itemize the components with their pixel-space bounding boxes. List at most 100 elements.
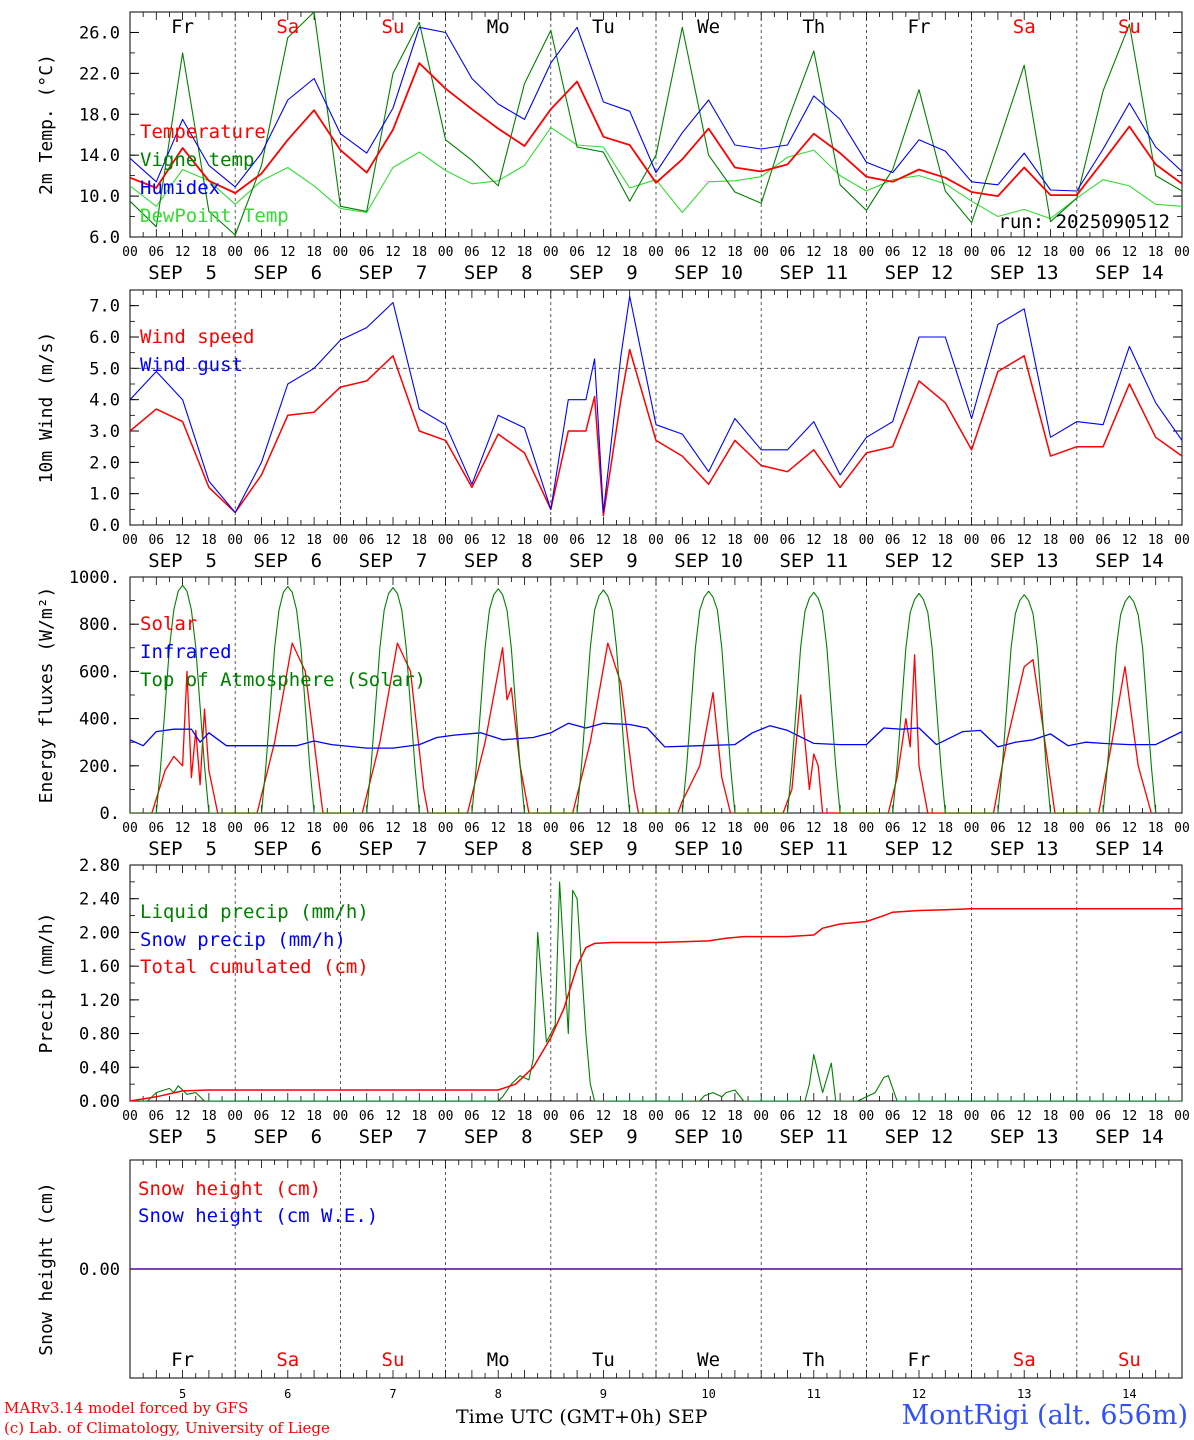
series-line-wind-speed xyxy=(130,348,1182,517)
date-tick-label: SEP 6 xyxy=(253,838,322,860)
hour-tick-label: 06 xyxy=(254,821,270,836)
series-line-total-cumulated-cm- xyxy=(130,908,1182,1101)
hour-tick-label: 06 xyxy=(990,245,1006,260)
date-tick-label: SEP 10 xyxy=(674,550,743,572)
date-tick-label: SEP 8 xyxy=(464,262,533,284)
hour-tick-label: 12 xyxy=(596,245,612,260)
y-tick-label: 1.0 xyxy=(89,485,120,505)
date-tick-label: SEP 10 xyxy=(674,1126,743,1148)
hour-tick-label: 00 xyxy=(859,821,875,836)
hour-tick-label: 12 xyxy=(701,821,717,836)
legend-entry: Snow height (cm W.E.) xyxy=(138,1205,378,1227)
hour-tick-label: 00 xyxy=(859,245,875,260)
hour-tick-label: 00 xyxy=(753,245,769,260)
date-tick-label: SEP 8 xyxy=(464,1126,533,1148)
day-number-label: 8 xyxy=(495,1387,502,1401)
hour-tick-label: 12 xyxy=(175,533,191,548)
panel-snow: 0.00 Snow height (cm) Snow height (cm) Snow… xyxy=(36,1159,1183,1379)
hour-tick-label: 18 xyxy=(937,533,953,548)
day-label-top: Su xyxy=(382,16,405,38)
y-tick-label: 200. xyxy=(79,757,120,777)
y-tick-label: 2.00 xyxy=(79,923,120,943)
hour-tick-label: 18 xyxy=(622,821,638,836)
y-tick-label: 6.0 xyxy=(89,228,120,248)
legend-entry: Solar xyxy=(140,613,197,635)
hour-tick-label: 12 xyxy=(1122,821,1138,836)
y-tick-label: 800. xyxy=(79,615,120,635)
hour-tick-label: 00 xyxy=(648,245,664,260)
hour-tick-label: 12 xyxy=(596,821,612,836)
hour-tick-label: 12 xyxy=(280,821,296,836)
hour-tick-label: 06 xyxy=(780,533,796,548)
date-tick-label: SEP 12 xyxy=(885,838,954,860)
legend-entry: Liquid precip (mm/h) xyxy=(140,901,369,923)
hour-tick-label: 06 xyxy=(780,1109,796,1124)
hour-tick-label: 00 xyxy=(753,1109,769,1124)
hour-tick-label: 12 xyxy=(490,1109,506,1124)
y-tick-label: 0. xyxy=(100,804,120,824)
series-line-dewpoint-temp xyxy=(130,127,1182,220)
hour-tick-label: 00 xyxy=(543,1109,559,1124)
y-axis-label: 2m Temp. (°C) xyxy=(36,54,57,195)
date-tick-label: SEP 12 xyxy=(885,262,954,284)
hour-tick-label: 00 xyxy=(333,1109,349,1124)
date-tick-label: SEP 7 xyxy=(359,262,428,284)
date-tick-label: SEP 11 xyxy=(779,262,848,284)
day-number-label: 14 xyxy=(1122,1387,1136,1401)
hour-tick-label: 18 xyxy=(832,821,848,836)
hour-tick-label: 18 xyxy=(937,821,953,836)
y-tick-label: 18.0 xyxy=(79,105,120,125)
hour-tick-label: 18 xyxy=(937,245,953,260)
hour-tick-label: 06 xyxy=(885,245,901,260)
hour-tick-label: 00 xyxy=(122,245,138,260)
hour-tick-label: 18 xyxy=(622,533,638,548)
hour-tick-label: 06 xyxy=(569,821,585,836)
hour-tick-label: 06 xyxy=(254,1109,270,1124)
legend-entry: Infrared xyxy=(140,641,232,663)
hour-tick-label: 12 xyxy=(1016,1109,1032,1124)
date-tick-label: SEP 7 xyxy=(359,1126,428,1148)
hour-tick-label: 12 xyxy=(490,245,506,260)
panel-energy: 00 06 12 18 00 06 12 18 00 06 12 18 00 06 12 18 00 06 12 18… xyxy=(36,568,1190,860)
hour-tick-label: 00 xyxy=(1174,533,1190,548)
day-label-top: Th xyxy=(802,16,825,38)
hour-tick-label: 00 xyxy=(333,533,349,548)
date-tick-label: SEP 8 xyxy=(464,838,533,860)
hour-tick-label: 00 xyxy=(1069,245,1085,260)
hour-tick-label: 00 xyxy=(543,533,559,548)
hour-tick-label: 00 xyxy=(1174,1109,1190,1124)
day-number-label: 13 xyxy=(1017,1387,1031,1401)
hour-tick-label: 06 xyxy=(254,533,270,548)
series-line-vigne-temp xyxy=(130,12,1182,236)
legend-entry: Snow precip (mm/h) xyxy=(140,929,346,951)
date-tick-label: SEP 14 xyxy=(1095,262,1164,284)
model-credit: MARv3.14 model forced by GFS xyxy=(4,1399,249,1417)
hour-tick-label: 00 xyxy=(227,533,243,548)
y-tick-label: 0.40 xyxy=(79,1058,120,1078)
hour-tick-label: 06 xyxy=(569,245,585,260)
hour-tick-label: 00 xyxy=(1069,821,1085,836)
hour-tick-label: 06 xyxy=(148,245,164,260)
hour-tick-label: 18 xyxy=(832,245,848,260)
hour-tick-label: 18 xyxy=(306,821,322,836)
hour-tick-label: 06 xyxy=(885,821,901,836)
y-axis-label: Precip (mm/h) xyxy=(36,913,57,1054)
hour-tick-label: 18 xyxy=(306,1109,322,1124)
y-tick-label: 1000. xyxy=(69,568,120,588)
date-tick-label: SEP 9 xyxy=(569,1126,638,1148)
series-line-infrared xyxy=(130,722,1182,749)
series-line-humidex xyxy=(130,26,1182,192)
hour-tick-label: 12 xyxy=(911,821,927,836)
date-tick-label: SEP 5 xyxy=(148,1126,217,1148)
hour-tick-label: 18 xyxy=(727,245,743,260)
hour-tick-label: 00 xyxy=(1174,821,1190,836)
panel-wind: 00 06 12 18 00 06 12 18 00 06 12 18 00 06 12 18 00 06 12 18… xyxy=(36,289,1190,572)
day-label-bottom: Th xyxy=(802,1349,825,1371)
hour-tick-label: 12 xyxy=(1016,533,1032,548)
hour-tick-label: 00 xyxy=(333,821,349,836)
hour-tick-label: 00 xyxy=(438,821,454,836)
date-tick-label: SEP 14 xyxy=(1095,1126,1164,1148)
hour-tick-label: 12 xyxy=(911,1109,927,1124)
y-tick-label: 26.0 xyxy=(79,23,120,43)
y-tick-label: 1.20 xyxy=(79,991,120,1011)
